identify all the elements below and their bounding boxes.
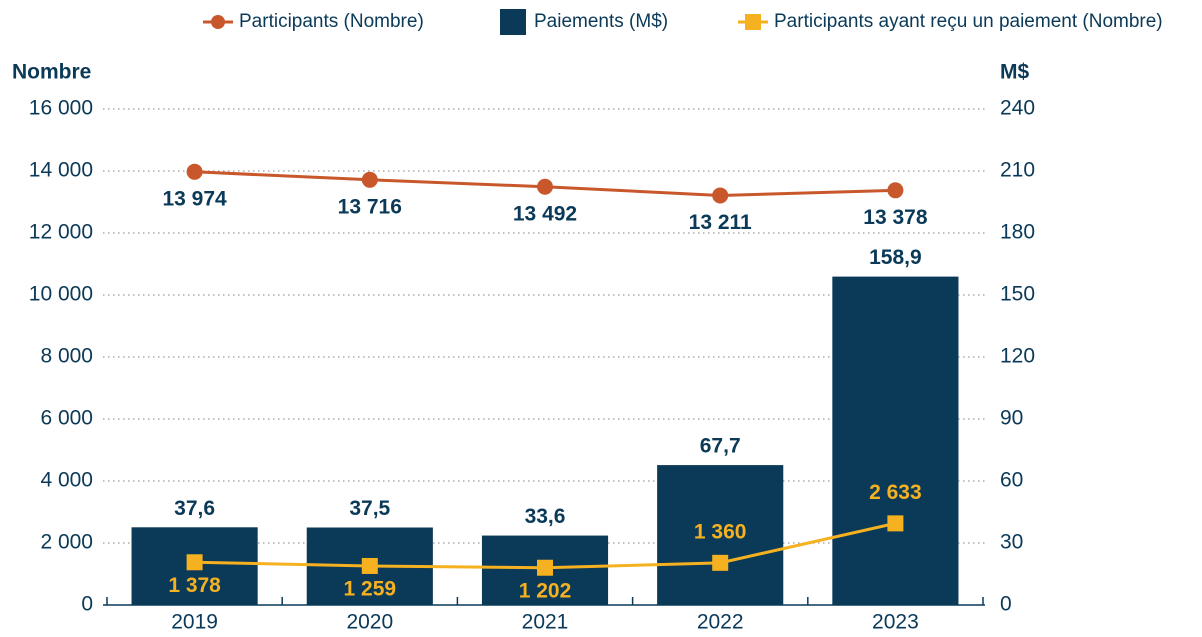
marker: [361, 557, 378, 574]
data-label: 13 211: [689, 211, 752, 234]
marker: [186, 554, 203, 571]
data-label: 2 633: [869, 481, 922, 504]
y2-tick-label: 210: [1000, 159, 1035, 182]
legend-swatch: [500, 9, 526, 35]
bar: [832, 276, 959, 605]
y-tick-label: 8 000: [40, 345, 93, 368]
marker: [712, 554, 729, 571]
data-label: 1 202: [519, 579, 572, 602]
marker: [361, 171, 378, 188]
y2-tick-label: 150: [1000, 283, 1035, 306]
y2-tick-label: 30: [1000, 531, 1023, 554]
data-label: 1 378: [168, 574, 221, 597]
data-label: 13 974: [162, 187, 227, 210]
y2-tick-label: 0: [1000, 593, 1012, 616]
bar-label: 33,6: [525, 505, 566, 528]
legend-label: Participants (Nombre): [239, 11, 424, 32]
legend-marker: [745, 14, 761, 30]
data-label: 1 259: [344, 578, 397, 601]
y-tick-label: 14 000: [29, 159, 93, 182]
marker: [887, 182, 904, 199]
y-tick-label: 0: [81, 593, 93, 616]
bar: [657, 465, 784, 605]
marker: [712, 187, 729, 204]
marker: [186, 163, 203, 180]
bar-label: 158,9: [869, 246, 922, 269]
legend-label: Participants ayant reçu un paiement (Nom…: [774, 11, 1163, 32]
x-tick-label: 2021: [522, 611, 569, 634]
y2-axis-title: M$: [1000, 61, 1029, 84]
data-label: 1 360: [694, 520, 747, 543]
y2-tick-label: 240: [1000, 97, 1035, 120]
y-tick-label: 2 000: [40, 531, 93, 554]
y-tick-label: 16 000: [29, 97, 93, 120]
data-label: 13 716: [338, 195, 402, 218]
marker: [537, 559, 553, 576]
marker: [887, 515, 904, 532]
x-tick-label: 2020: [346, 611, 393, 634]
y2-tick-label: 90: [1000, 407, 1023, 430]
legend-marker: [211, 15, 225, 29]
x-tick-label: 2023: [872, 611, 919, 634]
x-tick-label: 2022: [697, 611, 744, 634]
marker: [537, 178, 553, 195]
y2-tick-label: 60: [1000, 469, 1023, 492]
y-tick-label: 4 000: [40, 469, 93, 492]
x-tick-label: 2019: [171, 611, 218, 634]
y-tick-label: 12 000: [29, 221, 93, 244]
y2-tick-label: 180: [1000, 221, 1035, 244]
y-tick-label: 6 000: [40, 407, 93, 430]
y-tick-label: 10 000: [29, 283, 93, 306]
bar-label: 67,7: [700, 435, 741, 458]
legend-label: Paiements (M$): [534, 11, 668, 32]
y-axis-title: Nombre: [12, 61, 91, 84]
data-label: 13 378: [863, 206, 928, 229]
data-label: 13 492: [513, 202, 577, 225]
y2-tick-label: 120: [1000, 345, 1035, 368]
bar-label: 37,6: [174, 497, 215, 520]
bar-label: 37,5: [349, 497, 390, 520]
